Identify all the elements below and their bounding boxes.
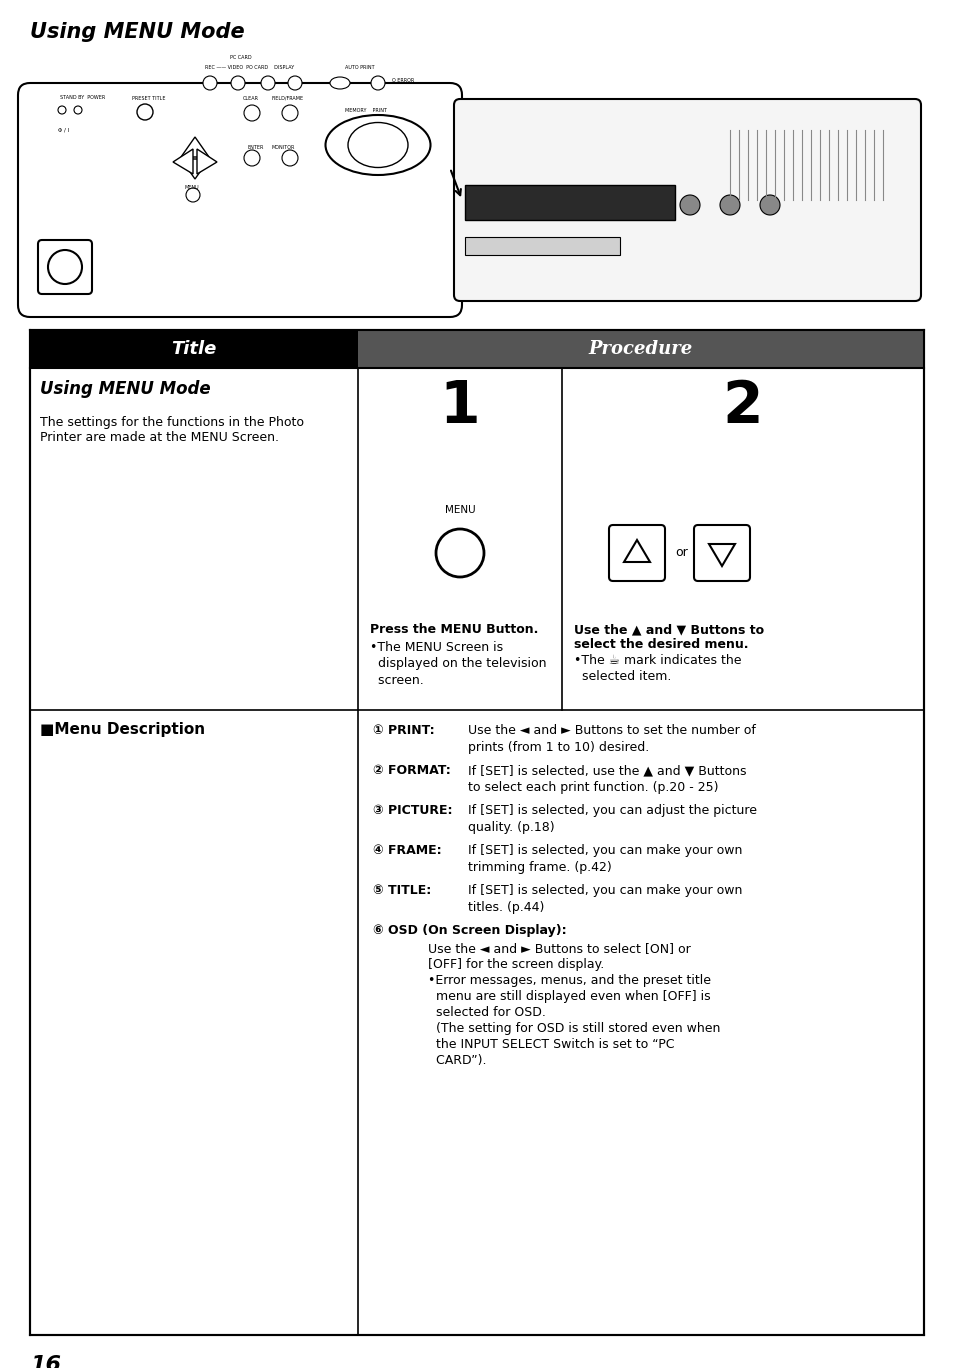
Text: ⑤ TITLE:: ⑤ TITLE: (373, 884, 431, 897)
Text: ④ FRAME:: ④ FRAME: (373, 844, 441, 856)
Bar (464, 237, 619, 254)
Text: ② FORMAT:: ② FORMAT: (373, 763, 450, 777)
Text: •The ☕ mark indicates the
  selected item.: •The ☕ mark indicates the selected item. (574, 654, 740, 684)
Text: ■Menu Description: ■Menu Description (40, 722, 205, 737)
Circle shape (282, 105, 297, 120)
Circle shape (203, 77, 216, 90)
Text: Procedure: Procedure (588, 341, 693, 358)
Text: ① PRINT:: ① PRINT: (373, 724, 435, 737)
Circle shape (288, 77, 302, 90)
Text: ENTER: ENTER (248, 145, 264, 150)
Circle shape (48, 250, 82, 285)
Text: Title: Title (172, 341, 216, 358)
Bar (30, 330, 357, 368)
Ellipse shape (325, 115, 430, 175)
Text: REC —— VIDEO  PO CARD    DISPLAY: REC —— VIDEO PO CARD DISPLAY (205, 66, 294, 70)
FancyBboxPatch shape (693, 525, 749, 581)
Circle shape (244, 150, 260, 166)
Polygon shape (181, 159, 209, 179)
Polygon shape (708, 544, 734, 566)
Text: MENU: MENU (185, 185, 199, 190)
Text: Printer are made at the MENU Screen.: Printer are made at the MENU Screen. (40, 431, 278, 445)
Text: •The MENU Screen is
  displayed on the television
  screen.: •The MENU Screen is displayed on the tel… (370, 642, 546, 687)
FancyBboxPatch shape (38, 239, 91, 294)
Circle shape (58, 105, 66, 114)
Circle shape (186, 187, 200, 202)
Text: Use the ◄ and ► Buttons to set the number of
prints (from 1 to 10) desired.: Use the ◄ and ► Buttons to set the numbe… (468, 724, 755, 754)
Circle shape (436, 529, 483, 577)
Polygon shape (623, 540, 649, 562)
Text: If [SET] is selected, you can make your own
trimming frame. (p.42): If [SET] is selected, you can make your … (468, 844, 741, 874)
Bar (357, 330, 923, 368)
Text: PRESET TITLE: PRESET TITLE (132, 96, 165, 101)
Bar (464, 185, 675, 220)
Text: selected for OSD.: selected for OSD. (428, 1005, 545, 1019)
Text: CLEAR: CLEAR (243, 96, 258, 101)
Text: If [SET] is selected, use the ▲ and ▼ Buttons
to select each print function. (p.: If [SET] is selected, use the ▲ and ▼ Bu… (468, 763, 745, 793)
Bar (30, 330, 923, 1335)
Ellipse shape (330, 77, 350, 89)
FancyBboxPatch shape (454, 98, 920, 301)
Circle shape (74, 105, 82, 114)
FancyBboxPatch shape (608, 525, 664, 581)
Text: Use the ◄ and ► Buttons to select [ON] or: Use the ◄ and ► Buttons to select [ON] o… (428, 943, 690, 955)
Text: MONITOR: MONITOR (272, 145, 295, 150)
Text: Φ / I: Φ / I (58, 127, 70, 131)
FancyBboxPatch shape (18, 83, 461, 317)
Text: select the desired menu.: select the desired menu. (574, 637, 748, 651)
Text: or: or (675, 546, 688, 560)
Text: •Error messages, menus, and the preset title: •Error messages, menus, and the preset t… (428, 974, 710, 986)
Text: MENU: MENU (444, 505, 475, 514)
Circle shape (720, 196, 740, 215)
Text: the INPUT SELECT Switch is set to “PC: the INPUT SELECT Switch is set to “PC (428, 1038, 674, 1051)
Circle shape (679, 196, 700, 215)
Text: Using MENU Mode: Using MENU Mode (40, 380, 211, 398)
Circle shape (282, 150, 297, 166)
Text: PC CARD: PC CARD (230, 55, 252, 60)
Polygon shape (172, 149, 193, 174)
Text: ⑥ OSD (On Screen Display):: ⑥ OSD (On Screen Display): (373, 923, 566, 937)
Text: MEMORY    PRINT: MEMORY PRINT (345, 108, 387, 114)
Text: ③ PICTURE:: ③ PICTURE: (373, 804, 452, 817)
Text: 16: 16 (30, 1354, 61, 1368)
Text: FIELD/FRAME: FIELD/FRAME (272, 96, 304, 101)
Text: The settings for the functions in the Photo: The settings for the functions in the Ph… (40, 416, 304, 430)
Text: 1: 1 (439, 378, 479, 435)
Text: STAND BY  POWER: STAND BY POWER (60, 94, 105, 100)
Text: [OFF] for the screen display.: [OFF] for the screen display. (428, 958, 603, 971)
Circle shape (261, 77, 274, 90)
Text: CARD”).: CARD”). (428, 1053, 486, 1067)
Text: Press the MENU Button.: Press the MENU Button. (370, 622, 537, 636)
Text: Use the ▲ and ▼ Buttons to: Use the ▲ and ▼ Buttons to (574, 622, 763, 636)
Text: Using MENU Mode: Using MENU Mode (30, 22, 244, 42)
Text: menu are still displayed even when [OFF] is: menu are still displayed even when [OFF]… (428, 990, 710, 1003)
Circle shape (371, 77, 385, 90)
Polygon shape (196, 149, 216, 174)
Text: AUTO PRINT: AUTO PRINT (345, 66, 375, 70)
Text: If [SET] is selected, you can adjust the picture
quality. (p.18): If [SET] is selected, you can adjust the… (468, 804, 757, 833)
Circle shape (231, 77, 245, 90)
Circle shape (137, 104, 152, 120)
Text: If [SET] is selected, you can make your own
titles. (p.44): If [SET] is selected, you can make your … (468, 884, 741, 914)
Text: 2: 2 (722, 378, 762, 435)
Circle shape (760, 196, 780, 215)
Text: (The setting for OSD is still stored even when: (The setting for OSD is still stored eve… (428, 1022, 720, 1036)
Ellipse shape (348, 123, 408, 167)
Text: O ERROR: O ERROR (392, 78, 414, 83)
Polygon shape (181, 137, 209, 157)
Circle shape (244, 105, 260, 120)
